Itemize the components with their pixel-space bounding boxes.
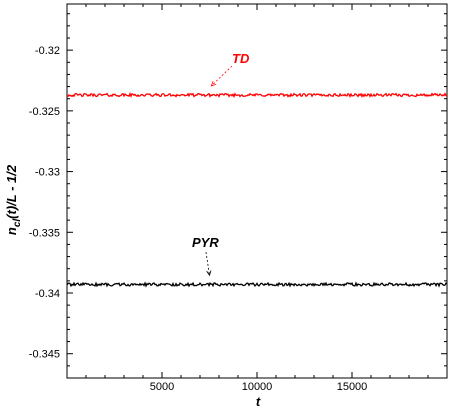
y-tick-label: -0.345 bbox=[29, 349, 60, 361]
annotation-label-td: TD bbox=[232, 51, 250, 66]
plot-frame bbox=[66, 3, 448, 379]
y-axis-label: ncl(t)/L - 1/2 bbox=[4, 164, 23, 235]
y-tick-label: -0.32 bbox=[35, 45, 60, 57]
y-axis-label-subscript: cl bbox=[12, 219, 23, 228]
y-tick-label: -0.34 bbox=[35, 288, 60, 300]
plot-content: 5000 10000 15000 -0.345 -0.34 -0.335 -0.33 -0.3… bbox=[29, 4, 448, 393]
y-axis-label-rest: (t)/L - 1/2 bbox=[4, 164, 19, 219]
y-tick-label: -0.335 bbox=[29, 227, 60, 239]
annotation-arrow-td bbox=[211, 65, 233, 87]
x-tick-label: 5000 bbox=[150, 381, 174, 393]
x-tick-label: 15000 bbox=[337, 381, 368, 393]
series-line-td bbox=[66, 91, 448, 99]
annotation-arrow-pyr bbox=[205, 251, 210, 276]
x-axis-label: t bbox=[256, 394, 261, 409]
annotation-label-pyr: PYR bbox=[192, 235, 219, 250]
annotation-arrowhead-td bbox=[210, 81, 217, 87]
y-tick-label: -0.325 bbox=[29, 106, 60, 118]
y-axis-label-main: n bbox=[4, 227, 19, 235]
x-tick-label: 10000 bbox=[242, 381, 273, 393]
y-tick-label: -0.33 bbox=[35, 167, 60, 179]
annotation-arrowhead-pyr bbox=[206, 270, 212, 277]
series-line-pyr bbox=[66, 281, 448, 288]
